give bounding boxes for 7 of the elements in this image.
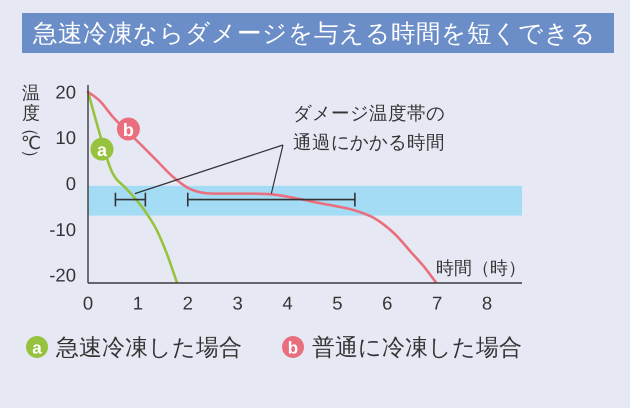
annotation: a <box>96 140 108 160</box>
legend-label: 急速冷凍した場合 <box>55 334 242 360</box>
badge: b <box>116 118 140 140</box>
title: 急速冷凍ならダメージを与える時間を短くできる <box>33 20 596 48</box>
annotation: b <box>122 120 134 140</box>
badge: a <box>90 138 114 161</box>
legend-label: 普通に冷凍した場合 <box>312 334 522 360</box>
